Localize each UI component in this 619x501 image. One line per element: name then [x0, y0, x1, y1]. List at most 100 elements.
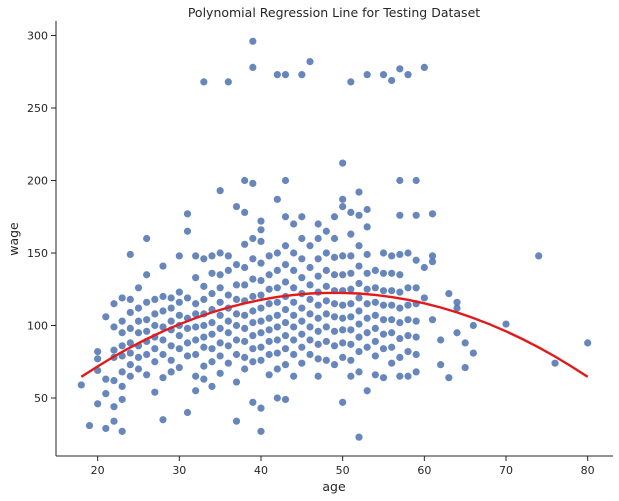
data-point — [216, 352, 224, 360]
data-point — [143, 371, 151, 379]
data-point — [396, 271, 404, 279]
data-point — [453, 304, 461, 312]
data-point — [281, 361, 290, 369]
data-point — [412, 176, 420, 185]
data-point — [273, 323, 281, 331]
data-point — [396, 211, 404, 219]
data-point — [134, 284, 143, 292]
data-point — [159, 336, 167, 344]
data-point — [404, 332, 412, 340]
data-point — [396, 65, 404, 73]
data-point — [396, 319, 404, 327]
data-point — [322, 297, 330, 305]
data-point — [404, 348, 412, 356]
data-point — [306, 336, 314, 344]
data-point — [257, 427, 265, 435]
data-point — [281, 345, 290, 353]
data-point — [175, 311, 183, 319]
y-tick-label: 50 — [34, 392, 48, 405]
data-point — [314, 340, 322, 348]
data-point — [314, 372, 322, 380]
data-point — [412, 211, 420, 219]
data-point — [118, 317, 126, 325]
data-point — [200, 343, 208, 351]
data-point — [200, 282, 208, 290]
data-point — [249, 179, 257, 187]
data-point — [273, 336, 281, 344]
data-point — [273, 195, 281, 203]
y-tick-label: 200 — [27, 175, 48, 188]
data-point — [224, 342, 232, 350]
y-tick-label: 100 — [27, 320, 48, 333]
data-point — [298, 330, 306, 338]
data-point — [420, 63, 428, 71]
data-point — [445, 374, 453, 382]
data-point — [298, 359, 306, 367]
data-point — [339, 353, 347, 361]
chart-title: Polynomial Regression Line for Testing D… — [188, 5, 480, 20]
data-point — [371, 266, 379, 274]
data-point — [339, 271, 347, 279]
data-point — [347, 300, 355, 308]
x-ticks: 20 30 40 50 60 70 80 — [91, 456, 595, 477]
data-point — [118, 395, 126, 404]
data-point — [192, 323, 200, 331]
data-point — [249, 307, 257, 315]
data-point — [363, 387, 371, 395]
data-point — [241, 176, 249, 185]
data-point — [208, 319, 216, 327]
data-point — [151, 358, 159, 366]
data-point — [167, 304, 175, 312]
data-point — [388, 287, 396, 295]
data-point — [298, 274, 306, 282]
data-point — [298, 71, 306, 79]
data-point — [110, 377, 118, 385]
data-point — [298, 304, 306, 312]
data-point — [232, 378, 241, 386]
data-point — [281, 278, 290, 286]
data-point — [126, 295, 134, 303]
data-point — [437, 336, 445, 344]
data-point — [290, 372, 298, 380]
data-point — [347, 285, 355, 293]
data-point — [208, 345, 216, 353]
data-point — [249, 292, 257, 301]
data-point — [273, 266, 281, 274]
data-point — [273, 298, 281, 306]
data-point — [134, 317, 143, 325]
data-point — [339, 314, 347, 322]
data-point — [183, 339, 192, 347]
data-point — [363, 250, 371, 259]
data-point — [118, 427, 126, 435]
data-point — [412, 368, 420, 376]
x-tick-label: 80 — [581, 464, 595, 477]
regression-line — [80, 291, 589, 378]
data-point — [232, 203, 241, 211]
data-point — [159, 350, 167, 359]
data-point — [306, 310, 314, 318]
data-point — [388, 329, 396, 337]
data-point — [322, 282, 330, 290]
data-point — [151, 388, 159, 396]
data-point — [175, 288, 183, 296]
data-point — [192, 336, 200, 344]
data-point — [183, 324, 192, 332]
data-point — [355, 211, 363, 219]
data-point — [102, 313, 110, 321]
data-point — [257, 291, 265, 299]
data-point — [192, 252, 200, 260]
y-axis-label: wage — [6, 222, 21, 256]
x-tick-label: 30 — [172, 464, 186, 477]
data-point — [371, 337, 379, 346]
data-point — [183, 227, 192, 235]
data-point — [347, 356, 355, 364]
data-point — [306, 323, 314, 331]
data-point — [371, 324, 379, 332]
data-point — [257, 237, 265, 245]
data-point — [241, 263, 249, 272]
data-point — [241, 281, 249, 289]
data-point — [281, 319, 290, 327]
x-axis: 20 30 40 50 60 70 80 age — [56, 455, 613, 494]
data-point — [126, 372, 134, 380]
data-point — [281, 242, 290, 250]
